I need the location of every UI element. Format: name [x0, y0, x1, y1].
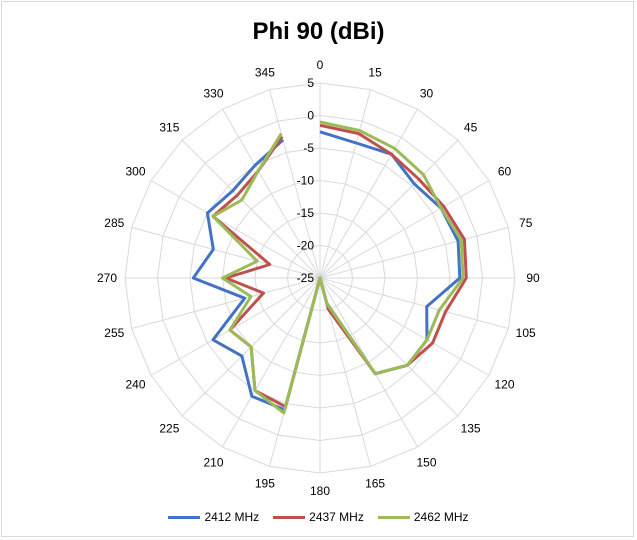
grid-spoke: [319, 89, 371, 279]
radial-tick-label: -25: [297, 271, 315, 285]
angle-tick-label: 330: [203, 87, 223, 101]
grid-spoke: [131, 277, 321, 329]
angle-tick-label: 90: [526, 271, 540, 285]
legend-item: 2412 MHz: [168, 510, 259, 524]
angle-tick-label: 75: [519, 216, 533, 230]
grid-spoke: [319, 139, 459, 279]
radial-tick-label: 0: [307, 109, 314, 123]
legend-item: 2437 MHz: [273, 510, 364, 524]
angle-tick-label: 0: [317, 58, 324, 72]
legend-swatch: [273, 515, 306, 519]
angle-tick-label: 105: [516, 326, 536, 340]
grid-spoke: [222, 277, 321, 448]
legend-swatch: [168, 515, 201, 519]
grid-spoke: [181, 139, 321, 279]
grid-spoke: [319, 277, 459, 417]
grid-spoke: [319, 277, 490, 376]
grid-spoke: [319, 108, 418, 279]
angle-tick-label: 240: [125, 378, 145, 392]
angle-tick-label: 285: [104, 216, 124, 230]
angle-tick-label: 345: [255, 65, 275, 79]
radial-tick-label: -5: [303, 141, 314, 155]
radial-tick-label: -10: [297, 174, 315, 188]
legend-item: 2462 MHz: [377, 510, 469, 524]
angle-tick-label: 180: [310, 484, 330, 498]
grid-spoke: [150, 277, 321, 376]
radial-tick-label: 5: [307, 76, 314, 90]
chart-legend: 2412 MHz 2437 MHz 2462 MHz: [0, 510, 637, 524]
angle-tick-label: 15: [368, 65, 382, 79]
angle-tick-label: 315: [159, 120, 179, 134]
angle-tick-label: 120: [494, 378, 514, 392]
chart-title: Phi 90 (dBi): [252, 18, 385, 45]
angle-tick-label: 225: [159, 422, 179, 436]
angle-tick-label: 210: [203, 456, 223, 470]
legend-label: 2412 MHz: [204, 510, 260, 524]
series-line-2437-mhz: [211, 123, 468, 409]
grid-spoke: [319, 227, 509, 279]
legend-swatch: [377, 515, 410, 519]
radial-tick-label: -20: [297, 239, 315, 253]
angle-tick-label: 195: [255, 477, 275, 491]
angle-tick-label: 150: [416, 456, 436, 470]
angle-tick-label: 30: [420, 87, 434, 101]
legend-label: 2437 MHz: [309, 510, 364, 524]
angle-tick-label: 60: [498, 165, 512, 179]
angle-tick-label: 165: [365, 477, 385, 491]
angle-tick-label: 135: [461, 422, 481, 436]
grid-spoke: [319, 277, 509, 329]
grid-spoke: [269, 89, 321, 279]
grid-spoke: [131, 227, 321, 279]
series-line-2462-mhz: [211, 120, 465, 415]
angle-tick-label: 300: [125, 165, 145, 179]
radial-tick-label: -15: [297, 206, 315, 220]
grid-spoke: [319, 180, 490, 279]
angle-tick-label: 255: [104, 326, 124, 340]
legend-label: 2462 MHz: [413, 510, 469, 524]
angle-tick-label: 45: [464, 120, 478, 134]
grid-spoke: [222, 108, 321, 279]
angle-tick-label: 270: [97, 271, 117, 285]
grid-spoke: [150, 180, 321, 279]
